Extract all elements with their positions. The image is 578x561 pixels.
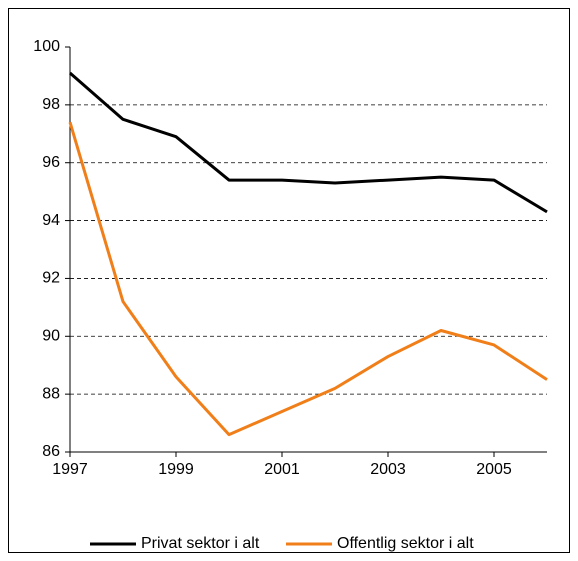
y-tick-label: 90 — [42, 328, 60, 345]
y-tick-label: 92 — [42, 270, 60, 287]
x-tick-label: 1997 — [52, 461, 88, 478]
x-tick-label: 2001 — [264, 461, 300, 478]
x-tick-label: 2005 — [476, 461, 512, 478]
y-tick-label: 86 — [42, 443, 60, 460]
legend-label: Privat sektor i alt — [141, 535, 260, 552]
y-tick-label: 94 — [42, 212, 60, 229]
data-line — [69, 71, 548, 214]
y-tick-label: 96 — [42, 154, 60, 171]
legend-label: Offentlig sektor i alt — [337, 535, 474, 552]
data-line — [68, 121, 548, 437]
x-tick-label: 1999 — [158, 461, 194, 478]
y-tick-label: 100 — [33, 38, 60, 55]
y-tick-label: 98 — [42, 96, 60, 113]
y-tick-label: 88 — [42, 385, 60, 402]
x-tick-label: 2003 — [370, 461, 406, 478]
